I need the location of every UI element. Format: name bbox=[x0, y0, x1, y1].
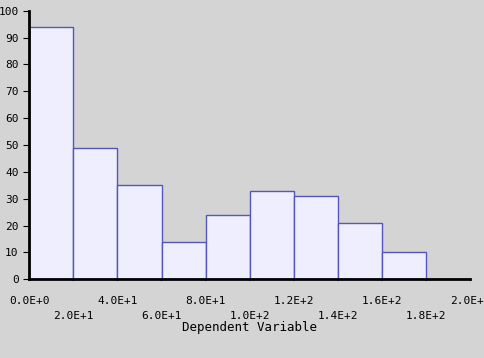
Text: 4.0E+1: 4.0E+1 bbox=[97, 296, 137, 306]
Text: 8.0E+1: 8.0E+1 bbox=[185, 296, 226, 306]
Bar bbox=[73, 147, 117, 279]
Text: 1.2E+2: 1.2E+2 bbox=[273, 296, 314, 306]
Text: 2.0E+2: 2.0E+2 bbox=[449, 296, 484, 306]
Bar bbox=[161, 242, 205, 279]
Text: 0.0E+0: 0.0E+0 bbox=[9, 296, 49, 306]
Bar bbox=[293, 196, 337, 279]
X-axis label: Dependent Variable: Dependent Variable bbox=[182, 321, 317, 334]
Bar bbox=[29, 27, 73, 279]
Bar bbox=[117, 185, 161, 279]
Bar bbox=[381, 252, 425, 279]
Bar bbox=[249, 190, 293, 279]
Bar bbox=[337, 223, 381, 279]
Text: 1.0E+2: 1.0E+2 bbox=[229, 311, 270, 321]
Bar bbox=[205, 215, 249, 279]
Text: 1.4E+2: 1.4E+2 bbox=[317, 311, 358, 321]
Text: 1.8E+2: 1.8E+2 bbox=[405, 311, 446, 321]
Text: 2.0E+1: 2.0E+1 bbox=[53, 311, 93, 321]
Text: 1.6E+2: 1.6E+2 bbox=[361, 296, 402, 306]
Text: 6.0E+1: 6.0E+1 bbox=[141, 311, 182, 321]
